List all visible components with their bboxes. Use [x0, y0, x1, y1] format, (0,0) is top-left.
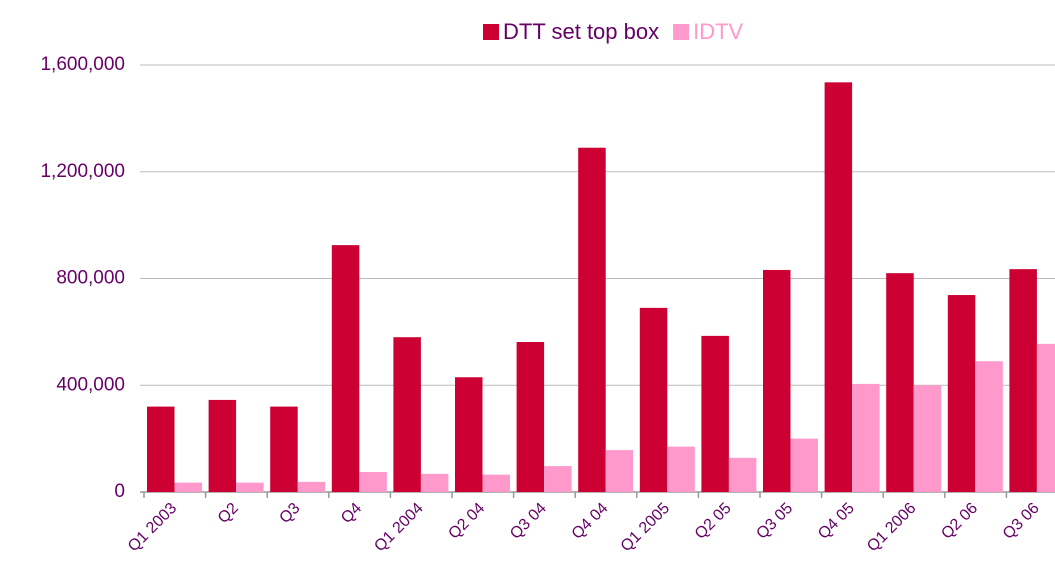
bar — [297, 481, 326, 492]
x-tick-label: Q1 2005 — [618, 500, 674, 556]
x-tick-label: Q4 04 — [569, 500, 612, 543]
legend-label: DTT set top box — [503, 19, 659, 44]
bar — [975, 361, 1003, 492]
bar — [359, 471, 387, 492]
bar — [1009, 269, 1037, 492]
bar — [1036, 343, 1055, 492]
x-tick-label: Q4 — [338, 500, 365, 527]
bar — [420, 473, 449, 492]
bar — [455, 377, 483, 492]
bar — [270, 406, 298, 492]
bar — [331, 245, 360, 492]
bar — [728, 457, 757, 492]
bar — [482, 474, 510, 492]
x-tick-label: Q2 04 — [445, 500, 488, 543]
x-tick-label: Q3 06 — [1000, 500, 1043, 543]
y-tick-label: 0 — [114, 481, 125, 502]
bar — [852, 383, 880, 492]
x-tick-label: Q3 — [276, 500, 303, 527]
x-tick-label: Q1 2006 — [864, 500, 920, 556]
bar — [886, 273, 914, 492]
bar — [824, 82, 853, 493]
bar — [516, 342, 545, 492]
y-tick-label: 800,000 — [56, 268, 125, 289]
bar — [639, 307, 668, 492]
x-tick-label: Q3 05 — [753, 500, 796, 543]
bar — [763, 269, 791, 492]
bar — [236, 482, 264, 492]
legend-swatch — [483, 24, 499, 40]
legend-label: IDTV — [693, 19, 743, 44]
y-tick-label: 1,600,000 — [40, 54, 125, 75]
bar — [544, 466, 572, 492]
x-tick-label: Q2 06 — [938, 500, 981, 543]
y-tick-label: 400,000 — [56, 374, 125, 395]
x-tick-label: Q1 2003 — [125, 500, 181, 556]
bar — [701, 335, 729, 492]
bar — [790, 438, 818, 492]
bar — [147, 406, 175, 492]
bar — [605, 450, 634, 492]
bar — [578, 147, 606, 492]
bar — [667, 446, 695, 492]
bar — [174, 482, 202, 492]
y-tick-label: 1,200,000 — [40, 161, 125, 182]
x-tick-label: Q3 04 — [507, 500, 550, 543]
bar — [393, 337, 421, 492]
legend-swatch — [673, 24, 690, 40]
x-tick-label: Q4 05 — [815, 500, 858, 543]
bar — [208, 399, 237, 492]
x-tick-label: Q2 — [215, 500, 242, 527]
x-tick-label: Q1 2004 — [371, 500, 427, 556]
x-tick-label: Q2 05 — [692, 500, 735, 543]
bar — [913, 385, 942, 492]
bar — [947, 295, 976, 492]
